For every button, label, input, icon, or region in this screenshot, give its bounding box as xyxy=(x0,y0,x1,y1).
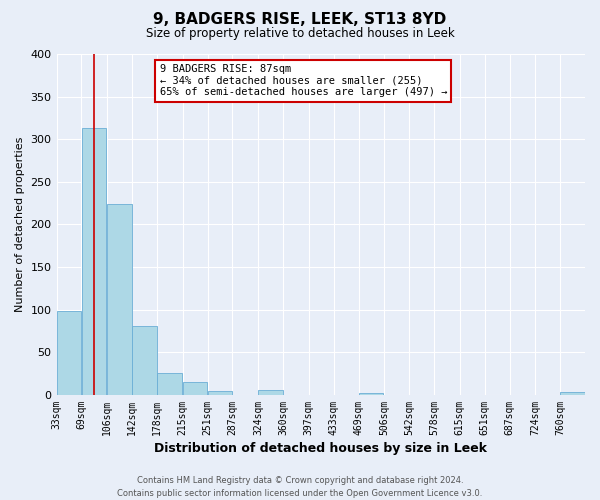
Bar xyxy=(132,326,157,395)
Text: Size of property relative to detached houses in Leek: Size of property relative to detached ho… xyxy=(146,28,454,40)
Text: 9 BADGERS RISE: 87sqm
← 34% of detached houses are smaller (255)
65% of semi-det: 9 BADGERS RISE: 87sqm ← 34% of detached … xyxy=(160,64,447,98)
Bar xyxy=(82,128,106,395)
Bar xyxy=(57,310,82,395)
Bar xyxy=(359,393,383,395)
Bar xyxy=(183,382,208,395)
Text: Contains HM Land Registry data © Crown copyright and database right 2024.
Contai: Contains HM Land Registry data © Crown c… xyxy=(118,476,482,498)
Bar xyxy=(107,204,132,395)
Bar xyxy=(208,390,232,395)
Text: 9, BADGERS RISE, LEEK, ST13 8YD: 9, BADGERS RISE, LEEK, ST13 8YD xyxy=(154,12,446,28)
Y-axis label: Number of detached properties: Number of detached properties xyxy=(15,137,25,312)
X-axis label: Distribution of detached houses by size in Leek: Distribution of detached houses by size … xyxy=(154,442,487,455)
Bar xyxy=(560,392,585,395)
Bar xyxy=(258,390,283,395)
Bar xyxy=(157,373,182,395)
